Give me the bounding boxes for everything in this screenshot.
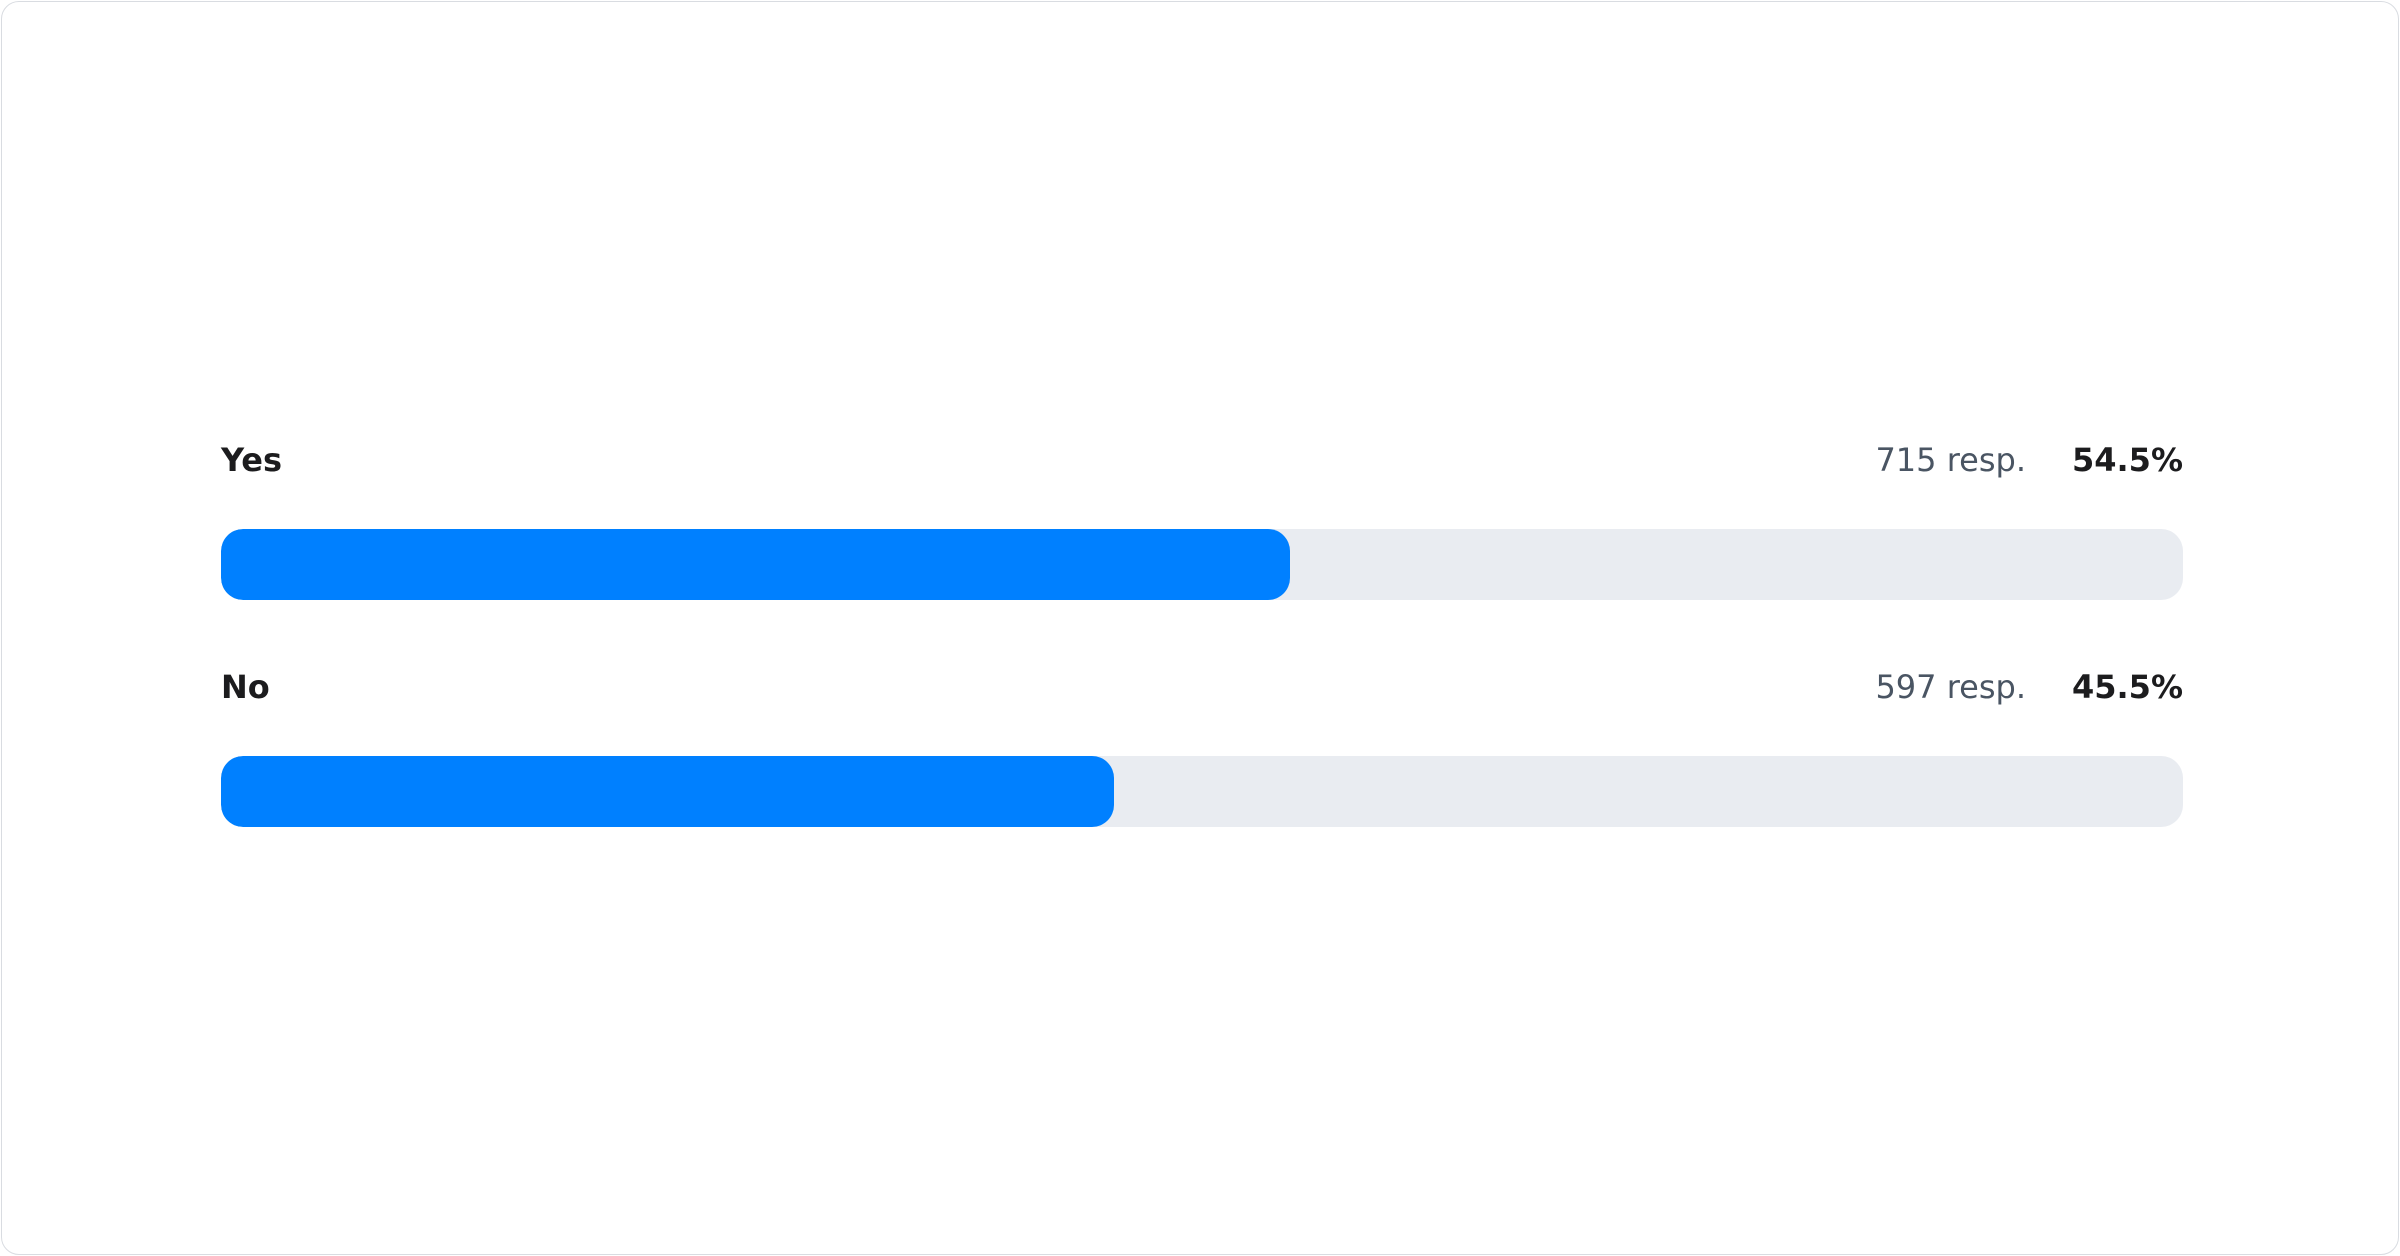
option-row-yes: Yes 715 resp. 54.5% [221, 430, 2183, 600]
bar-track [221, 529, 2183, 600]
option-row-no: No 597 resp. 45.5% [221, 657, 2183, 827]
bar-fill-no [221, 756, 1114, 827]
percent-label: 54.5% [2071, 441, 2183, 479]
bar-fill-yes [221, 529, 1291, 600]
percent-label: 45.5% [2071, 668, 2183, 706]
response-count: 715 resp. [1875, 441, 2026, 479]
option-label: Yes [221, 441, 282, 479]
response-count: 597 resp. [1875, 668, 2026, 706]
option-label: No [221, 668, 270, 706]
bar-track [221, 756, 2183, 827]
